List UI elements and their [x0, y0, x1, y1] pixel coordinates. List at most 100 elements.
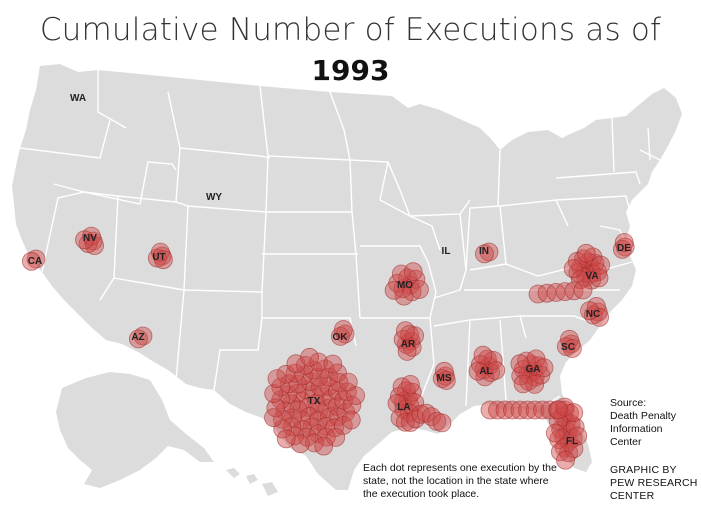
execution-dot-ga: [513, 374, 533, 394]
source-line: Information: [610, 423, 663, 435]
execution-dots: [21, 226, 635, 470]
execution-dot-fl: [480, 400, 500, 420]
execution-dot-ut: [153, 250, 173, 270]
execution-dot-fl: [533, 400, 552, 420]
state-label-ga: GA: [526, 364, 541, 375]
execution-dot-va: [573, 280, 593, 300]
state-label-ar: AR: [401, 339, 416, 350]
execution-dot-mo: [384, 280, 404, 300]
state-label-tx: TX: [308, 396, 321, 407]
execution-dot-fl: [525, 400, 545, 420]
execution-dot-fl: [559, 443, 578, 463]
execution-dot-tx: [273, 419, 293, 439]
execution-dot-ut: [147, 248, 167, 268]
credit-line: CENTER: [610, 490, 655, 502]
execution-dot-tx: [314, 436, 334, 456]
execution-dot-mo: [391, 264, 411, 284]
execution-dot-la: [395, 412, 415, 432]
state-label-il: IL: [442, 246, 451, 257]
execution-dot-mo: [406, 269, 426, 289]
state-label-ok: OK: [333, 332, 349, 343]
execution-dot-fl: [503, 400, 522, 420]
execution-dot-va: [576, 243, 596, 263]
execution-dot-la: [401, 413, 420, 432]
execution-dot-ar: [395, 321, 415, 341]
hawaii-shape: [226, 468, 278, 496]
state-label-ut: UT: [152, 252, 165, 263]
execution-dot-nv: [78, 234, 98, 254]
execution-dot-de: [613, 239, 632, 259]
state-labels: WA CA NV UT WY AZ OK TX MO AR LA MS AL GA FL SC NC VA DE IL…: [28, 93, 631, 447]
execution-dot-tx: [264, 384, 284, 404]
execution-dot-fl: [549, 430, 569, 449]
execution-dot-ar: [405, 326, 425, 346]
source-line: Center: [610, 436, 642, 448]
state-label-wa: WA: [70, 93, 86, 104]
credit-line: GRAPHIC BY: [610, 464, 677, 476]
execution-dot-fl: [510, 400, 530, 420]
execution-dot-fl: [548, 411, 568, 431]
execution-dot-de: [614, 233, 634, 252]
source-line: Death Penalty: [610, 410, 676, 422]
alaska-shape: [56, 372, 214, 488]
execution-dot-nc: [580, 301, 599, 321]
state-label-ms: MS: [437, 373, 452, 384]
execution-dot-in: [479, 242, 499, 262]
execution-dot-fl: [488, 400, 507, 420]
credit-note: GRAPHIC BY PEW RESEARCH CENTER: [610, 464, 700, 503]
execution-dot-va: [563, 259, 583, 279]
execution-dot-al: [468, 361, 488, 381]
execution-dot-ga: [534, 358, 554, 378]
execution-dot-tx: [342, 395, 362, 415]
source-note: Source: Death Penalty Information Center: [610, 397, 700, 449]
execution-dot-fl: [549, 400, 568, 420]
state-label-nv: NV: [83, 233, 97, 244]
state-label-al: AL: [479, 366, 492, 377]
execution-dot-al: [473, 345, 493, 365]
state-label-de: DE: [617, 243, 631, 254]
execution-dot-az: [128, 329, 148, 349]
state-label-nc: NC: [586, 309, 600, 320]
state-label-va: VA: [585, 271, 598, 282]
state-label-fl: FL: [566, 436, 578, 447]
state-label-ca: CA: [28, 256, 42, 267]
execution-dot-fl: [563, 428, 583, 448]
execution-dot-fl: [495, 400, 515, 420]
execution-dot-va: [583, 247, 603, 267]
execution-dot-tx: [276, 364, 296, 384]
execution-dot-nv: [85, 236, 104, 256]
state-label-wy: WY: [206, 192, 222, 203]
execution-dot-ok: [333, 320, 353, 339]
execution-dot-ms: [436, 371, 456, 390]
execution-dot-fl: [556, 450, 575, 470]
execution-dot-tx: [290, 434, 310, 454]
execution-dot-nc: [590, 307, 609, 327]
source-heading: Source:: [610, 397, 647, 409]
execution-dot-mo: [403, 262, 423, 282]
state-label-in: IN: [479, 246, 489, 257]
execution-dot-ms: [434, 361, 454, 381]
execution-dot-va: [589, 268, 609, 288]
execution-dot-la: [400, 374, 420, 394]
execution-dot-tx: [267, 369, 287, 389]
execution-dot-fl: [568, 426, 588, 446]
state-borders: [19, 70, 661, 407]
execution-dot-fl: [545, 423, 565, 443]
execution-dot-tx: [300, 347, 320, 367]
credit-line: PEW RESEARCH: [610, 477, 698, 489]
map-year: 1993: [311, 54, 390, 87]
execution-dot-ca: [21, 251, 41, 271]
dot-explanation-note: Each dot represents one execution by the…: [363, 462, 557, 500]
execution-dot-fl: [518, 400, 537, 420]
execution-dot-tx: [341, 410, 361, 430]
execution-dot-fl: [564, 403, 584, 423]
execution-dot-tx: [276, 429, 296, 449]
execution-dot-tx: [346, 386, 366, 406]
execution-dot-la: [432, 413, 452, 433]
state-label-mo: MO: [397, 280, 413, 291]
execution-dot-ar: [397, 341, 417, 361]
execution-dot-sc: [563, 339, 582, 358]
execution-dot-tx: [338, 372, 358, 392]
execution-dot-in: [474, 244, 494, 264]
